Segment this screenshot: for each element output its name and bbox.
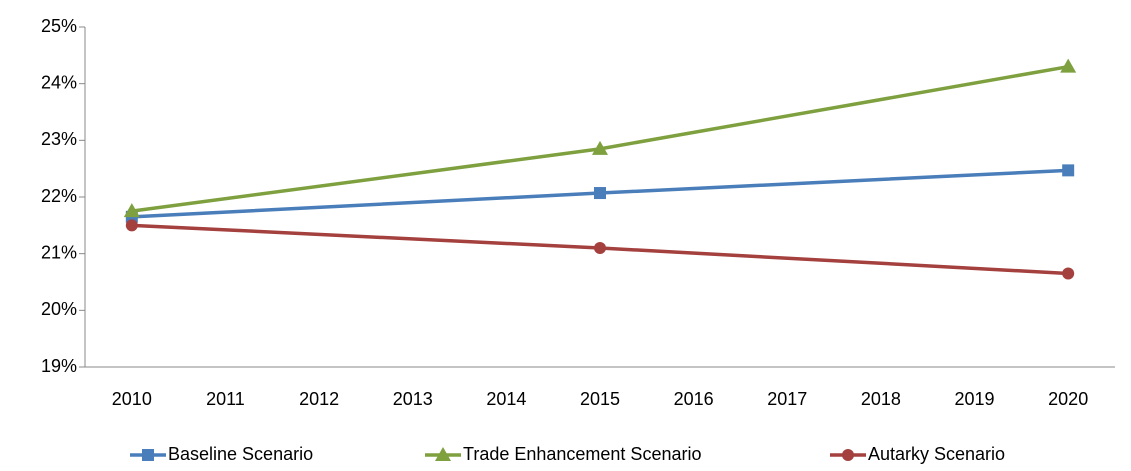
y-tick-label: 25% <box>41 16 77 36</box>
y-tick-label: 21% <box>41 242 77 262</box>
x-tick-label: 2011 <box>206 389 245 409</box>
y-tick-label: 23% <box>41 129 77 149</box>
marker <box>594 187 606 200</box>
marker <box>435 447 451 461</box>
marker <box>594 242 606 254</box>
legend-label: Baseline Scenario <box>168 444 313 464</box>
marker <box>592 140 608 155</box>
x-tick-label: 2012 <box>299 389 339 409</box>
marker <box>842 449 854 461</box>
x-tick-label: 2014 <box>486 389 526 409</box>
x-tick-label: 2013 <box>393 389 433 409</box>
legend-label: Autarky Scenario <box>868 444 1005 464</box>
marker <box>1060 58 1077 73</box>
marker <box>125 219 138 232</box>
x-tick-label: 2016 <box>674 389 714 409</box>
x-tick-label: 2015 <box>580 389 620 409</box>
x-tick-label: 2020 <box>1048 389 1088 409</box>
marker <box>1062 267 1075 280</box>
y-tick-label: 22% <box>41 186 77 206</box>
x-tick-label: 2017 <box>767 389 807 409</box>
x-tick-label: 2019 <box>955 389 995 409</box>
y-tick-label: 19% <box>41 356 77 376</box>
marker <box>123 203 140 218</box>
y-tick-label: 24% <box>41 72 77 92</box>
x-tick-label: 2018 <box>861 389 901 409</box>
x-tick-label: 2010 <box>112 389 152 409</box>
marker <box>1062 164 1075 177</box>
y-tick-label: 20% <box>41 299 77 319</box>
legend-label: Trade Enhancement Scenario <box>463 444 701 464</box>
marker <box>142 449 154 461</box>
